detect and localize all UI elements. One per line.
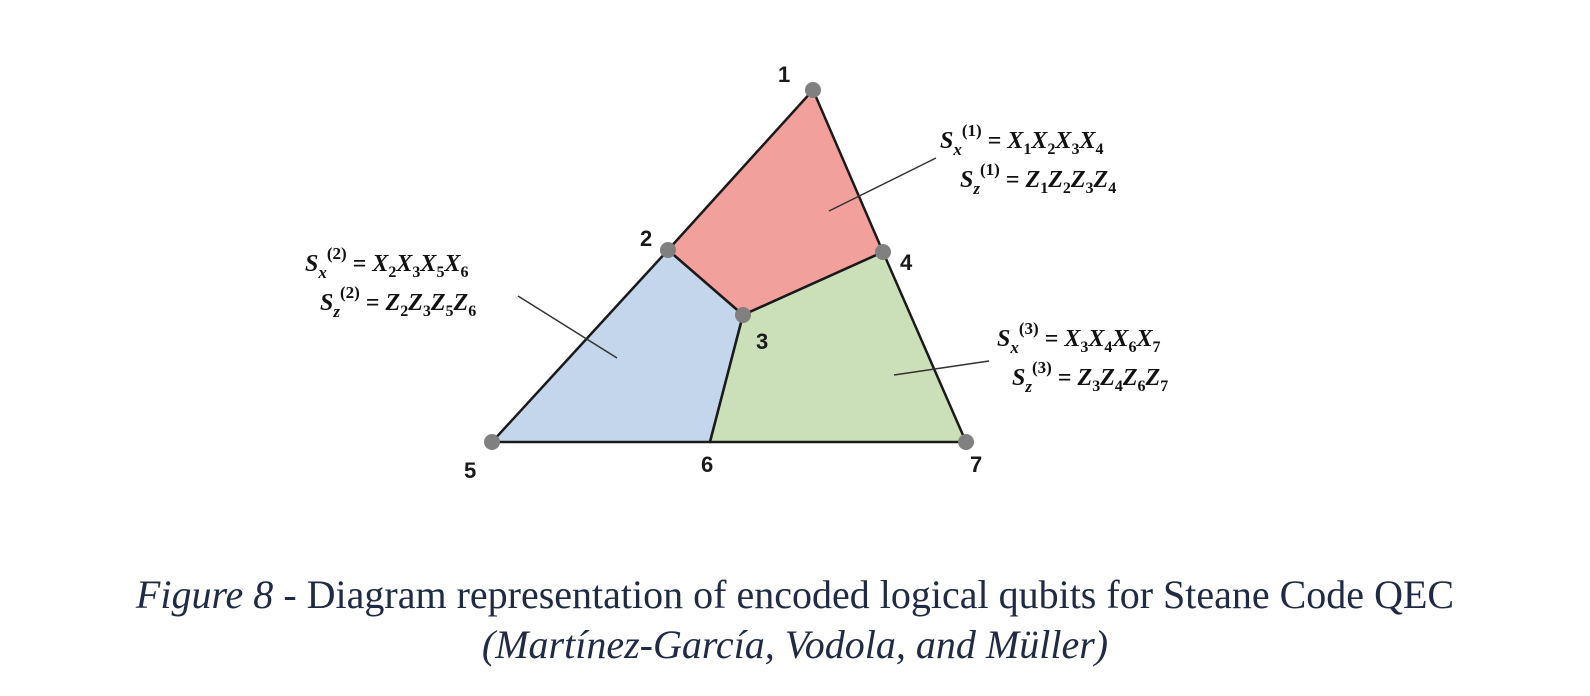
node-7 [958, 434, 974, 450]
caption-separator: - [273, 572, 306, 617]
stabilizer-group-2: Sx(2) = X2​X3​X5​X6​ Sz(2) = Z2​Z3​Z5​Z6… [305, 244, 476, 321]
stabilizer-group-3: Sx(3) = X3​X4​X6​X7​ Sz(3) = Z3​Z4​Z6​Z7… [997, 319, 1168, 396]
node-label-5: 5 [464, 458, 476, 483]
figure-caption: Figure 8 - Diagram representation of enc… [0, 570, 1590, 620]
figure-citation: (Martínez-García, Vodola, and Müller) [0, 620, 1590, 670]
node-label-1: 1 [778, 62, 790, 87]
node-label-6: 6 [701, 452, 713, 477]
node-1 [805, 82, 821, 98]
stabilizer-sx-2: Sx(2) = X2​X3​X5​X6​ [305, 244, 468, 282]
stabilizer-sz-1: Sz(1) = Z1​Z2​Z3​Z4​ [960, 160, 1116, 198]
stabilizer-sz-2: Sz(2) = Z2​Z3​Z5​Z6​ [320, 283, 476, 321]
node-label-3: 3 [756, 329, 768, 354]
figure-label: Figure 8 [136, 572, 273, 617]
steane-code-diagram: 1 2 3 4 5 6 7 Sx(1) = X1​X2​X3​X4​ Sz(1)… [0, 0, 1590, 540]
node-label-2: 2 [640, 226, 652, 251]
stabilizer-sx-3: Sx(3) = X3​X4​X6​X7​ [997, 319, 1160, 357]
node-2 [660, 242, 676, 258]
stabilizer-sz-3: Sz(3) = Z3​Z4​Z6​Z7​ [1012, 358, 1168, 396]
caption-text: Diagram representation of encoded logica… [307, 572, 1454, 617]
stabilizer-group-1: Sx(1) = X1​X2​X3​X4​ Sz(1) = Z1​Z2​Z3​Z4… [940, 121, 1116, 198]
node-label-7: 7 [970, 452, 982, 477]
node-3 [735, 307, 751, 323]
node-label-4: 4 [900, 250, 913, 275]
node-4 [875, 244, 891, 260]
stabilizer-sx-1: Sx(1) = X1​X2​X3​X4​ [940, 121, 1103, 159]
node-5 [484, 434, 500, 450]
